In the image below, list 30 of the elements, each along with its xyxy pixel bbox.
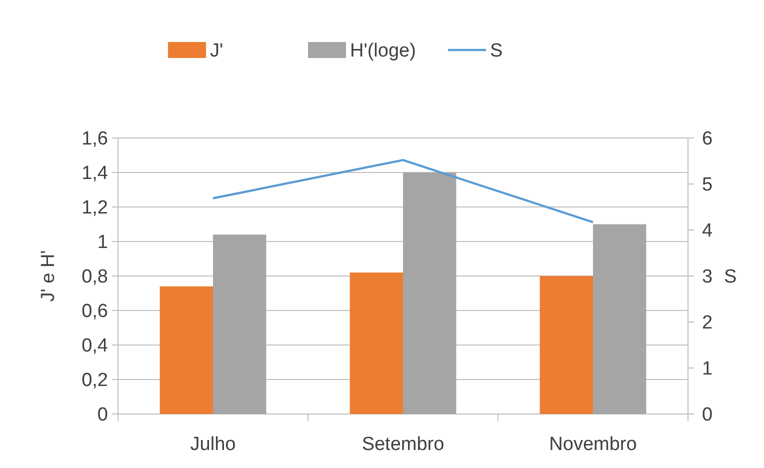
bar (403, 172, 456, 414)
y2-tick-label: 5 (702, 174, 713, 196)
x-tick-label: Julho (190, 434, 236, 455)
bar (540, 276, 593, 414)
bar (593, 224, 646, 414)
y2-tick-label: 3 (702, 266, 713, 288)
y-tick-label: 1,4 (82, 163, 108, 184)
y-axis-title: J' e H' (38, 250, 59, 302)
bar (350, 272, 403, 414)
y2-tick-label: 6 (702, 128, 713, 150)
legend-label: J' (210, 40, 224, 62)
y-tick-label: 1,2 (82, 198, 108, 219)
x-tick-label: Setembro (362, 434, 444, 455)
y-tick-label: 1 (97, 232, 108, 254)
y2-tick-label: 4 (702, 220, 713, 242)
y-tick-label: 1,6 (82, 128, 108, 150)
y2-axis-title: S (724, 266, 737, 288)
y-tick-label: 0,4 (82, 336, 108, 357)
legend-label: S (490, 40, 503, 62)
y2-tick-label: 1 (702, 358, 713, 380)
bar (213, 234, 266, 414)
x-tick-label: Novembro (549, 434, 637, 455)
y-tick-label: 0 (97, 404, 108, 426)
y2-tick-label: 0 (702, 404, 713, 426)
y-tick-label: 0,6 (82, 301, 108, 322)
y-tick-label: 0,2 (82, 370, 108, 392)
legend-label: H'(loge) (350, 40, 416, 62)
y2-tick-label: 2 (702, 312, 713, 334)
bar (160, 286, 213, 414)
y-tick-label: 0,8 (82, 266, 108, 288)
